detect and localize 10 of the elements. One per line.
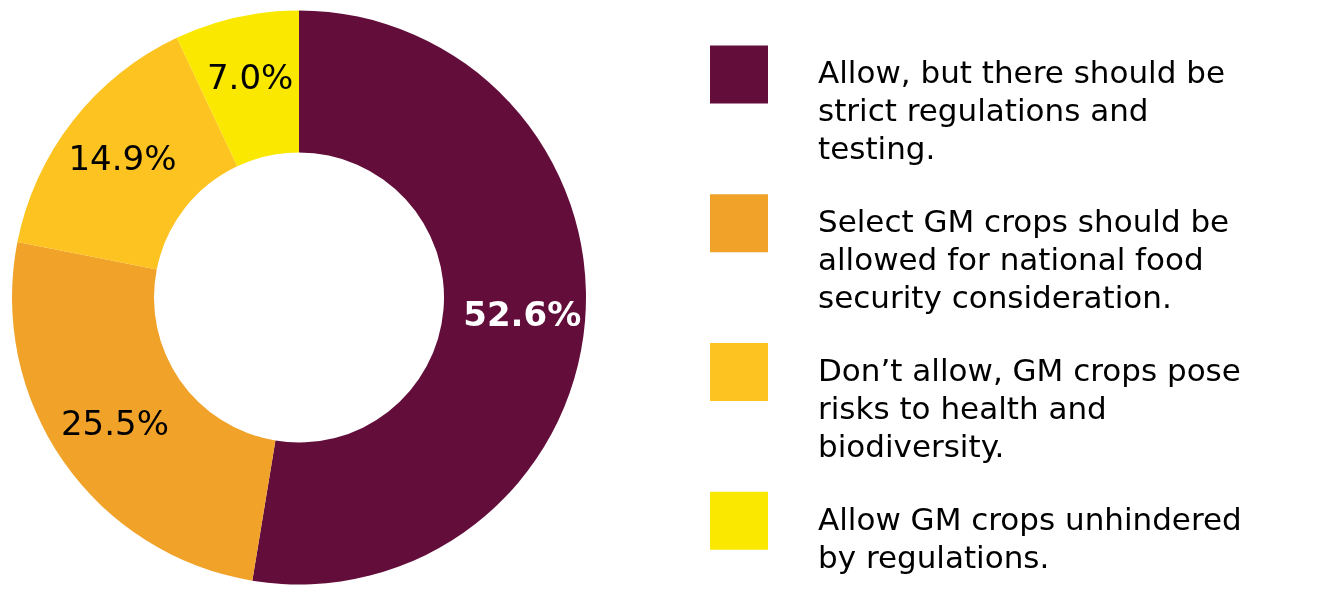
legend-label: Select GM crops should be allowed for national food security consideration. — [818, 203, 1230, 316]
legend-label: Allow, but there should be strict regulations and testing. — [818, 54, 1225, 167]
data-label: 14.9% — [68, 137, 177, 178]
legend-label: Allow GM crops unhindered by regulations. — [818, 500, 1242, 575]
donut-slice — [12, 241, 276, 581]
donut-slice — [176, 10, 299, 167]
data-label: 52.6% — [463, 293, 582, 334]
data-label: 7.0% — [206, 56, 294, 97]
legend-label: Don’t allow, GM crops pose risks to health and biodiversity. — [818, 351, 1241, 464]
data-label: 25.5% — [60, 403, 169, 444]
